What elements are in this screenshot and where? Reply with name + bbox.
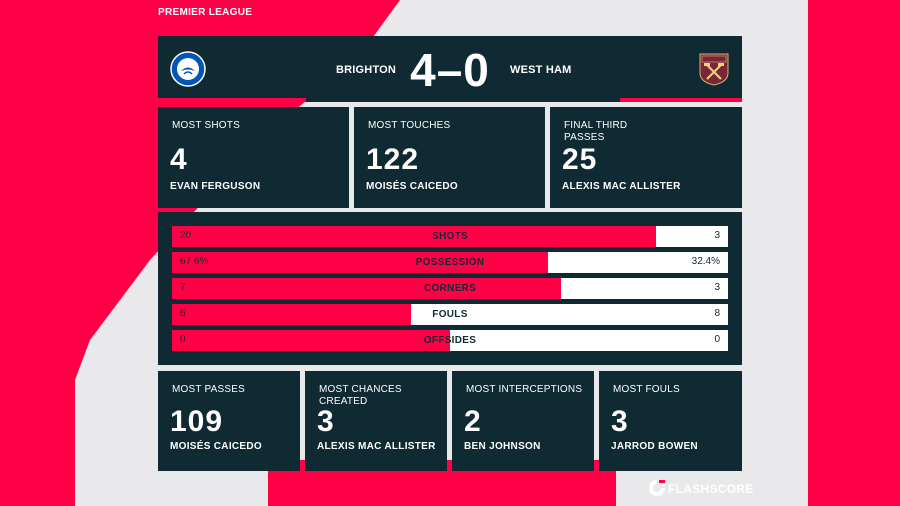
stat-player: ALEXIS MAC ALLISTER bbox=[562, 181, 681, 192]
stat-value: 4 bbox=[170, 143, 188, 176]
header-accent-left bbox=[158, 98, 306, 102]
stat-label: MOST INTERCEPTIONS bbox=[466, 384, 583, 395]
stat-label: MOST FOULS bbox=[613, 384, 680, 395]
stat-player: MOISÉS CAICEDO bbox=[170, 441, 262, 452]
header-accent-right bbox=[620, 98, 742, 102]
bar-home-value: 20 bbox=[180, 230, 192, 241]
comparison-panel: 20 SHOTS 3 67.6% POSSESSION 32.4% 7 CORN… bbox=[158, 212, 742, 365]
bar-home-value: 67.6% bbox=[180, 256, 209, 267]
bar-label: CORNERS bbox=[423, 283, 477, 294]
stat-value: 2 bbox=[464, 405, 482, 438]
bar-home-value: 7 bbox=[180, 282, 186, 293]
stat-label: MOST CHANCES CREATED bbox=[319, 384, 402, 407]
stat-value: 25 bbox=[562, 143, 598, 176]
bar-label: POSSESSION bbox=[415, 257, 485, 268]
stat-box-most-shots: MOST SHOTS 4 EVAN FERGUSON bbox=[158, 107, 349, 208]
stat-player: BEN JOHNSON bbox=[464, 441, 541, 452]
stat-value: 3 bbox=[317, 405, 335, 438]
stat-player: JARROD BOWEN bbox=[611, 441, 698, 452]
home-team-name: BRIGHTON bbox=[336, 64, 397, 76]
bar-fill-home bbox=[172, 330, 450, 351]
stat-value: 122 bbox=[366, 143, 420, 176]
bar-fill-home bbox=[172, 304, 412, 325]
bar-row-offsides: 0 OFFSIDES 0 bbox=[172, 330, 728, 351]
bar-away-value: 0 bbox=[714, 334, 720, 345]
bar-label: SHOTS bbox=[432, 231, 468, 242]
bar-row-shots: 20 SHOTS 3 bbox=[172, 226, 728, 247]
stat-label: MOST TOUCHES bbox=[368, 120, 451, 131]
bar-label: OFFSIDES bbox=[423, 335, 477, 346]
stat-player: EVAN FERGUSON bbox=[170, 181, 261, 192]
bar-fill-home bbox=[172, 278, 562, 299]
stat-player: ALEXIS MAC ALLISTER bbox=[317, 441, 436, 452]
stat-label: MOST SHOTS bbox=[172, 120, 240, 131]
bar-fill-home bbox=[172, 252, 548, 273]
stat-value: 3 bbox=[611, 405, 629, 438]
stat-box-most-touches: MOST TOUCHES 122 MOISÉS CAICEDO bbox=[354, 107, 545, 208]
stat-label: MOST PASSES bbox=[172, 384, 245, 395]
bar-label: FOULS bbox=[432, 309, 468, 320]
brand-name: FLASHSCORE bbox=[668, 482, 754, 496]
bar-away-value: 3 bbox=[714, 282, 720, 293]
stat-box-most-passes: MOST PASSES 109 MOISÉS CAICEDO bbox=[158, 371, 300, 471]
west-ham-crest-icon bbox=[699, 53, 729, 86]
bar-away-value: 3 bbox=[714, 230, 720, 241]
stat-box-most-chances-created: MOST CHANCES CREATED 3 ALEXIS MAC ALLIST… bbox=[305, 371, 447, 471]
bar-home-value: 0 bbox=[180, 334, 186, 345]
league-name: PREMIER LEAGUE bbox=[158, 7, 253, 18]
match-header: BRIGHTON 4–0 WEST HAM bbox=[158, 36, 742, 102]
bar-away-value: 32.4% bbox=[691, 256, 720, 267]
bar-away-value: 8 bbox=[714, 308, 720, 319]
stat-box-final-third-passes: FINAL THIRD PASSES 25 ALEXIS MAC ALLISTE… bbox=[550, 107, 742, 208]
bar-row-possession: 67.6% POSSESSION 32.4% bbox=[172, 252, 728, 273]
stat-value: 109 bbox=[170, 405, 224, 438]
brighton-crest-icon bbox=[170, 51, 206, 87]
stat-box-most-fouls: MOST FOULS 3 JARROD BOWEN bbox=[599, 371, 742, 471]
flashscore-logo-icon bbox=[649, 480, 665, 496]
bar-home-value: 6 bbox=[180, 308, 186, 319]
bar-row-fouls: 6 FOULS 8 bbox=[172, 304, 728, 325]
away-team-name: WEST HAM bbox=[510, 64, 572, 76]
bar-row-corners: 7 CORNERS 3 bbox=[172, 278, 728, 299]
stat-player: MOISÉS CAICEDO bbox=[366, 181, 458, 192]
match-score: 4–0 bbox=[410, 44, 490, 96]
bar-fill-home bbox=[172, 226, 656, 247]
stat-label: FINAL THIRD PASSES bbox=[564, 120, 628, 143]
stat-box-most-interceptions: MOST INTERCEPTIONS 2 BEN JOHNSON bbox=[452, 371, 594, 471]
